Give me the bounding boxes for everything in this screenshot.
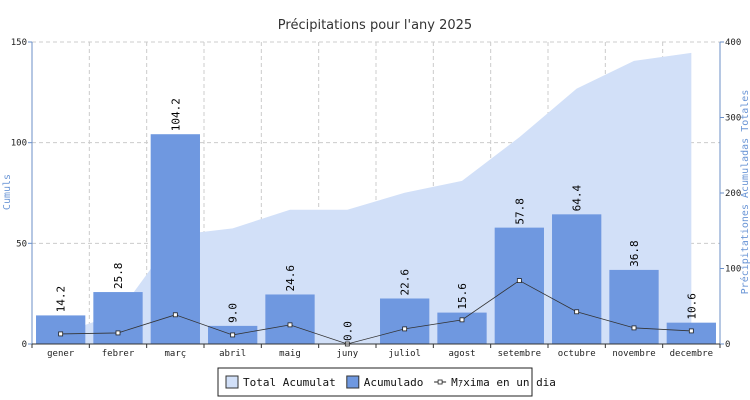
marker-agost [459, 317, 465, 323]
y-tick-label-right: 300 [725, 114, 741, 124]
y-tick-label-right: 200 [725, 189, 741, 199]
x-tick-label-agost: agost [448, 349, 475, 359]
marker-decembre [688, 328, 694, 334]
y-tick-label-right: 0 [725, 340, 730, 350]
bar-label-gener: 14.2 [55, 286, 68, 313]
bar-label-decembre: 10.6 [685, 293, 698, 320]
x-tick-label-decembre: decembre [670, 349, 713, 359]
y-axis-label-left: Cumuls [2, 174, 13, 210]
legend-box [217, 367, 533, 397]
marker-octubre [574, 309, 580, 315]
bar-label-agost: 15.6 [456, 283, 469, 310]
x-tick-label-setembre: setembre [498, 349, 541, 359]
y-tick-label-right: 100 [725, 265, 741, 275]
legend-label-bar: Acumulado [364, 376, 424, 389]
marker-febrer [115, 330, 121, 336]
bar-març [150, 134, 200, 344]
x-tick-label-novembre: novembre [612, 349, 655, 359]
bar-maig [265, 294, 315, 344]
x-tick-label-juliol: juliol [388, 349, 421, 359]
legend: Total Acumulat Acumulado Mｧxima en un dia [217, 367, 556, 397]
y-tick-label-left: 100 [11, 139, 27, 149]
marker-novembre [631, 325, 637, 331]
line-maxima-dia [60, 280, 692, 345]
axes: 0 50 100 150 0 100 200 300 400 gener febrer març abr… [11, 38, 742, 359]
marker-abril [230, 332, 236, 338]
bar-octubre [552, 214, 602, 344]
marker-gener [58, 331, 64, 337]
legend-label-area: Total Acumulat [243, 376, 336, 389]
bar-label-abril: 9.0 [227, 303, 240, 323]
x-tick-label-abril: abril [219, 349, 246, 359]
bar-label-octubre: 64.4 [571, 184, 584, 211]
marker-març [172, 312, 178, 318]
legend-swatch-area [225, 375, 239, 389]
bar-labels: 14.2 25.8 104.2 9.0 24.6 0.0 22.6 15.6 57.8 64.4 3… [55, 98, 699, 341]
bar-juliol [380, 298, 430, 344]
marker-setembre [516, 278, 522, 283]
legend-label-line: Mｧxima en un dia [451, 376, 556, 389]
marker-maig [287, 322, 293, 328]
y-tick-label-right: 400 [725, 38, 741, 48]
legend-swatch-marker [437, 379, 443, 385]
bar-label-maig: 24.6 [284, 265, 297, 292]
x-tick-label-juny: juny [336, 349, 358, 359]
bar-agost [437, 312, 487, 344]
bars [36, 134, 716, 344]
x-tick-label-gener: gener [47, 349, 75, 359]
bar-label-febrer: 25.8 [112, 263, 125, 290]
bar-gener [36, 315, 86, 344]
y-tick-label-left: 50 [16, 239, 27, 249]
x-tick-label-octubre: octubre [558, 349, 596, 359]
x-tick-label-març: març [164, 349, 186, 359]
y-tick-label-left: 150 [11, 38, 27, 48]
bar-novembre [609, 269, 659, 344]
marker-juliol [402, 326, 408, 332]
x-tick-label-maig: maig [279, 349, 301, 359]
bar-decembre [666, 322, 716, 344]
y-tick-label-left: 0 [22, 340, 27, 350]
bar-label-juliol: 22.6 [399, 269, 412, 296]
bar-febrer [93, 292, 143, 344]
x-tick-label-febrer: febrer [102, 349, 135, 359]
bar-label-juny: 0.0 [341, 321, 354, 341]
bar-label-setembre: 57.8 [513, 198, 526, 225]
chart-title: Précipitations pour l'any 2025 [278, 18, 472, 33]
bar-label-març: 104.2 [169, 98, 182, 131]
y-axis-label-right: Précipitationes Acumuladas Totales [739, 90, 750, 295]
bar-setembre [494, 227, 544, 344]
bar-label-novembre: 36.8 [628, 240, 641, 267]
legend-swatch-bar [346, 375, 360, 389]
